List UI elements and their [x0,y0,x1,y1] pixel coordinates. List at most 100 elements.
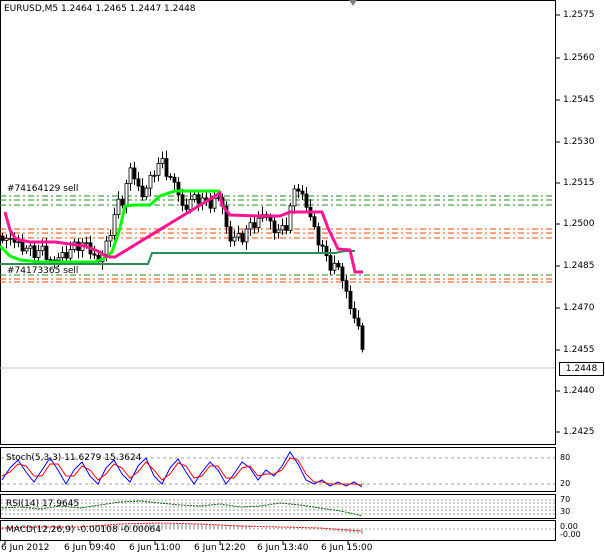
macd-bar [193,524,195,529]
price-label-8: 1.2470 [563,303,595,313]
macd-bar [361,529,363,535]
macd-bar [45,527,47,529]
macd-bar [353,529,355,534]
macd-bar [197,524,199,529]
chart-header: EURUSD,M5 1.2464 1.2465 1.2447 1.2448 [4,4,196,14]
macd-bar [277,528,279,529]
macd-bar [265,528,267,529]
macd-label: MACD(12,26,9) -0.00108 -0.00064 [6,525,162,535]
candle-body [244,228,249,243]
macd-bar [169,524,171,529]
macd-bar [61,527,63,529]
macd-bar [149,524,151,529]
price-label-2: 1.2560 [563,53,595,63]
candle-body [164,158,169,177]
macd-bar [325,529,327,531]
macd-bar [121,525,123,529]
candle-body [292,188,297,207]
candle-body [116,198,121,216]
macd-bar [249,525,251,529]
macd-bar [133,524,135,529]
macd-bar [293,528,295,529]
candle-body [132,167,137,180]
time-label-5: 6 Jun 13:40 [257,543,309,553]
macd-bar [177,524,179,529]
macd-bar [273,528,275,529]
macd-bar [165,524,167,529]
chart-shift-marker[interactable] [349,0,357,6]
macd-bar [213,524,215,529]
macd-bar [341,529,343,533]
candle-body [288,205,293,231]
candle-body [300,190,305,195]
candle-body [108,235,113,242]
macd-bar [81,528,83,529]
candle-body [44,245,49,260]
macd-bar [317,528,319,529]
price-label-6: 1.2500 [563,219,595,229]
rsi-level-30: 30 [560,507,571,516]
candle-body [64,252,69,259]
macd-bar [185,524,187,529]
macd-bar [65,527,67,529]
candle-body [348,290,353,309]
macd-pane-frame [0,520,556,541]
macd-bar [181,524,183,529]
macd-bar [157,524,159,529]
macd-bar [109,525,111,529]
macd-bar [173,524,175,529]
candle-body [180,194,185,206]
candle-body [276,229,281,234]
stoch-main-line [1,451,363,488]
candle-body [332,262,337,271]
macd-bar [253,528,255,529]
rsi-label: RSI(14) 17.9645 [6,499,80,509]
candle-body [184,205,189,210]
candle-body [136,178,141,187]
candle-body [316,226,321,246]
macd-bar [289,528,291,529]
candle-body [0,235,5,241]
candle-body [124,183,129,206]
macd-bar [9,528,11,529]
macd-bar [41,527,43,529]
main-pane-frame [0,0,556,445]
candle-body [152,174,157,177]
candle-body [344,280,349,292]
candle-body [212,197,217,209]
macd-bar [129,524,131,529]
candle-body [68,249,73,259]
candle-body [256,217,261,228]
macd-bar [25,528,27,530]
macd-bar [85,528,87,530]
candle-body [144,187,149,198]
macd-bar [201,524,203,529]
macd-bar [69,527,71,529]
macd-bar [301,528,303,529]
candle-body [320,244,325,247]
macd-bar [97,528,99,530]
candle-body [172,176,177,183]
candle-body [232,236,237,242]
macd-bar [73,527,75,529]
stoch-signal-line [1,457,363,486]
macd-bar [153,524,155,529]
candle-body [16,241,21,244]
macd-bar [205,524,207,529]
macd-bar [57,527,59,529]
rsi-level-70: 70 [560,495,571,504]
candle-body [112,214,117,236]
price-label-7: 1.2485 [563,261,595,271]
stoch-level-20: 20 [560,479,571,488]
candle-body [8,237,13,240]
candle-body [120,198,125,206]
macd-bar [89,528,91,530]
candle-body [236,233,241,238]
macd-bar [137,524,139,529]
macd-level-top: 0.00 [560,522,578,531]
macd-bar [333,529,335,532]
candle-body [240,233,245,243]
macd-bar [225,524,227,529]
macd-bar [237,525,239,529]
